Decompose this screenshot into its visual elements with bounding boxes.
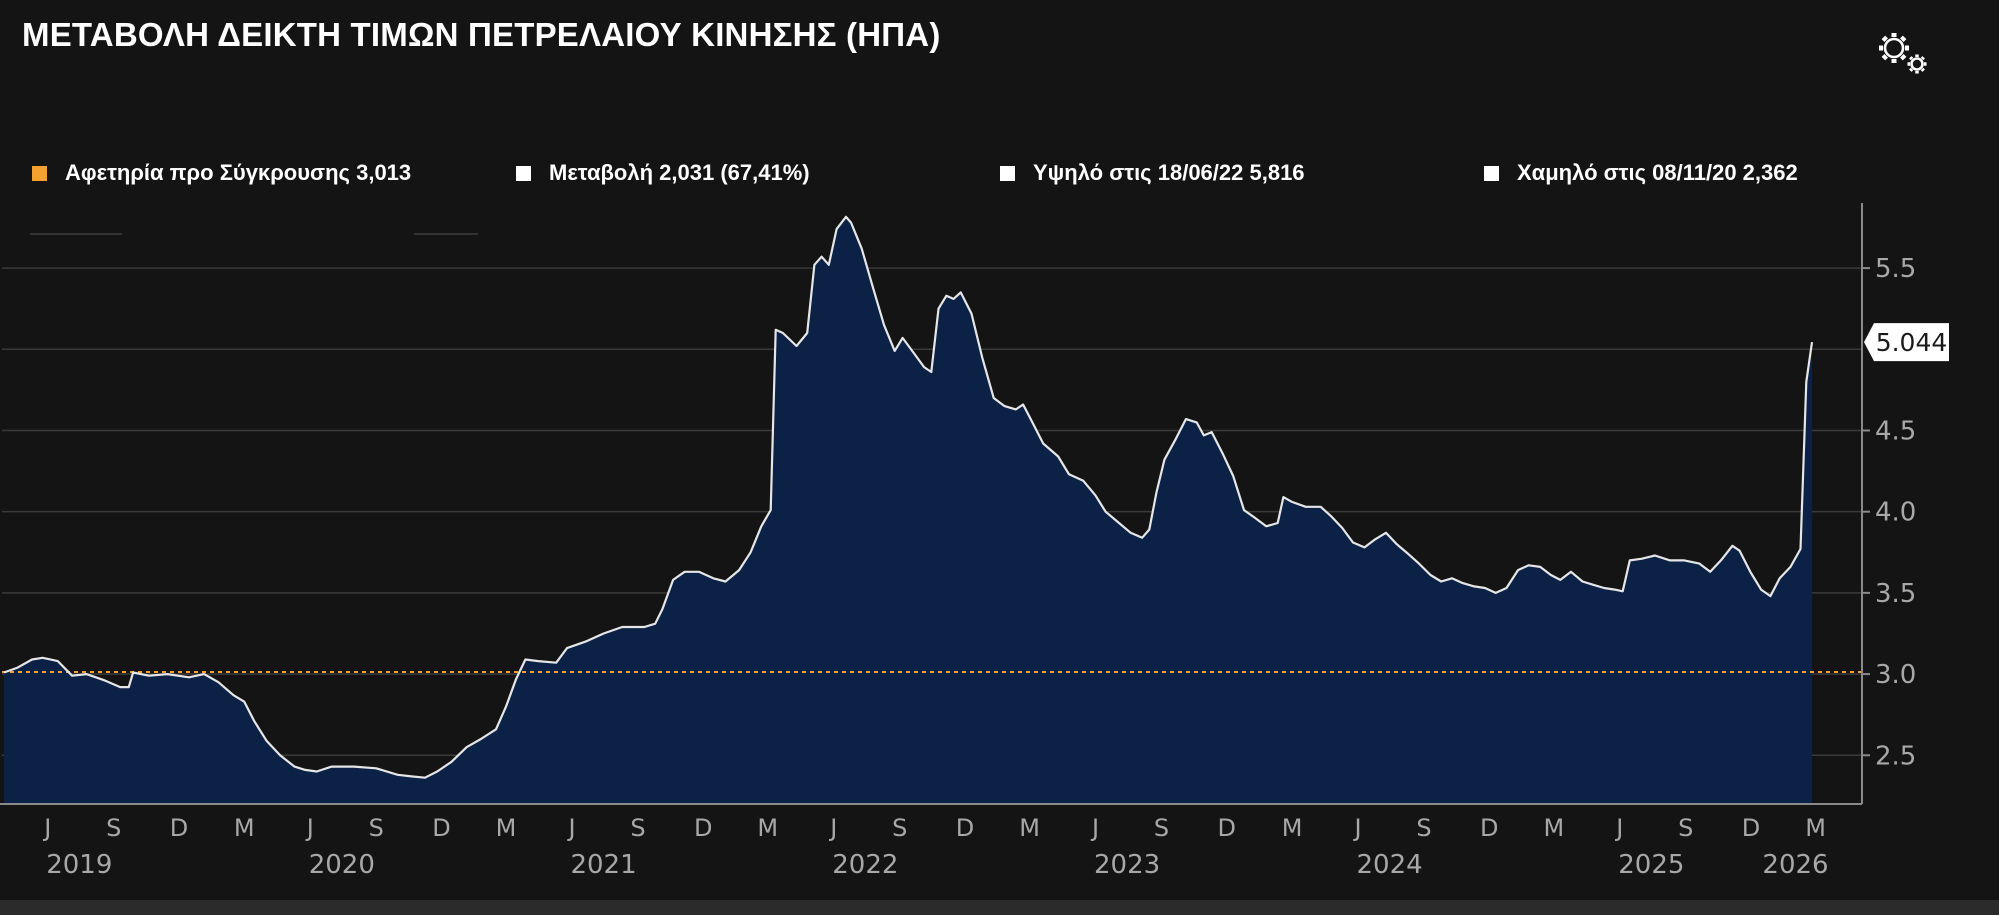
x-year-label: 2022 [832, 850, 898, 880]
y-tick-label: 4.5 [1875, 416, 1916, 446]
last-value-box [1864, 323, 1949, 362]
x-tick-label: D [1218, 814, 1236, 842]
x-tick-label: M [1805, 814, 1826, 842]
x-tick-label: D [1480, 814, 1498, 842]
series-line [3, 215, 1814, 779]
legend-item-low: Χαμηλό στις 08/11/20 2,362 [1484, 160, 1798, 186]
gears-icon[interactable] [1872, 26, 1932, 78]
x-tick-label: D [694, 814, 712, 842]
chart-title: ΜΕΤΑΒΟΛΗ ΔΕΙΚΤΗ ΤΙΜΩΝ ΠΕΤΡΕΛΑΙΟΥ ΚΙΝΗΣΗΣ… [22, 16, 941, 53]
legend-item-baseline: Αφετηρία προ Σύγκρουσης 3,013 [32, 160, 411, 186]
x-tick-label: J [566, 814, 575, 842]
x-tick-label: M [234, 814, 255, 842]
x-tick-label: M [496, 814, 517, 842]
legend-item-change: Μεταβολή 2,031 (67,41%) [516, 160, 810, 186]
x-tick-label: S [892, 814, 907, 842]
x-tick-label: S [1678, 814, 1693, 842]
x-tick-label: J [42, 814, 51, 842]
y-tick-label: 2.5 [1875, 741, 1916, 771]
x-tick-label: S [106, 814, 121, 842]
bottom-scrollbar[interactable] [0, 900, 1999, 915]
legend-swatch-high [1000, 165, 1015, 181]
x-year-label: 2024 [1356, 850, 1422, 880]
y-tick-label: 4.0 [1875, 498, 1916, 528]
x-tick-label: S [369, 814, 384, 842]
legend-label-high: Υψηλό στις 18/06/22 5,816 [1033, 160, 1305, 185]
x-tick-label: J [1090, 814, 1099, 842]
x-tick-label: D [170, 814, 188, 842]
legend-swatch-baseline [32, 165, 47, 181]
last-value-callout: 5.044 [1864, 323, 1949, 362]
area-fill [4, 216, 1812, 805]
x-tick-label: J [1614, 814, 1623, 842]
x-year-label: 2020 [309, 850, 375, 880]
x-tick-label: M [1019, 814, 1040, 842]
x-tick-label: S [1154, 814, 1169, 842]
legend-item-high: Υψηλό στις 18/06/22 5,816 [1000, 160, 1305, 186]
x-tick-label: S [1416, 814, 1431, 842]
x-year-label: 2021 [570, 850, 636, 880]
legend-label-baseline: Αφετηρία προ Σύγκρουσης 3,013 [65, 160, 412, 185]
y-tick-label: 5.5 [1875, 254, 1916, 284]
legend-swatch-low [1484, 165, 1499, 181]
x-tick-label: M [1543, 814, 1564, 842]
x-tick-label: D [432, 814, 450, 842]
x-year-label: 2026 [1762, 850, 1828, 880]
x-tick-label: M [757, 814, 778, 842]
x-year-label: 2025 [1618, 850, 1684, 880]
x-tick-label: J [828, 814, 837, 842]
x-tick-label: M [1282, 814, 1303, 842]
last-value-label: 5.044 [1876, 328, 1948, 357]
x-year-label: 2023 [1094, 850, 1160, 880]
x-tick-label: J [1352, 814, 1361, 842]
x-tick-label: J [305, 814, 314, 842]
x-tick-label: D [1742, 814, 1760, 842]
legend-label-change: Μεταβολή 2,031 (67,41%) [549, 160, 810, 185]
y-tick-label: 3.5 [1875, 579, 1916, 609]
legend-swatch-change [516, 165, 531, 181]
x-year-label: 2019 [46, 850, 112, 880]
y-tick-label: 3.0 [1875, 660, 1916, 690]
x-tick-label: D [956, 814, 974, 842]
x-tick-label: S [630, 814, 645, 842]
legend-label-low: Χαμηλό στις 08/11/20 2,362 [1517, 160, 1798, 185]
